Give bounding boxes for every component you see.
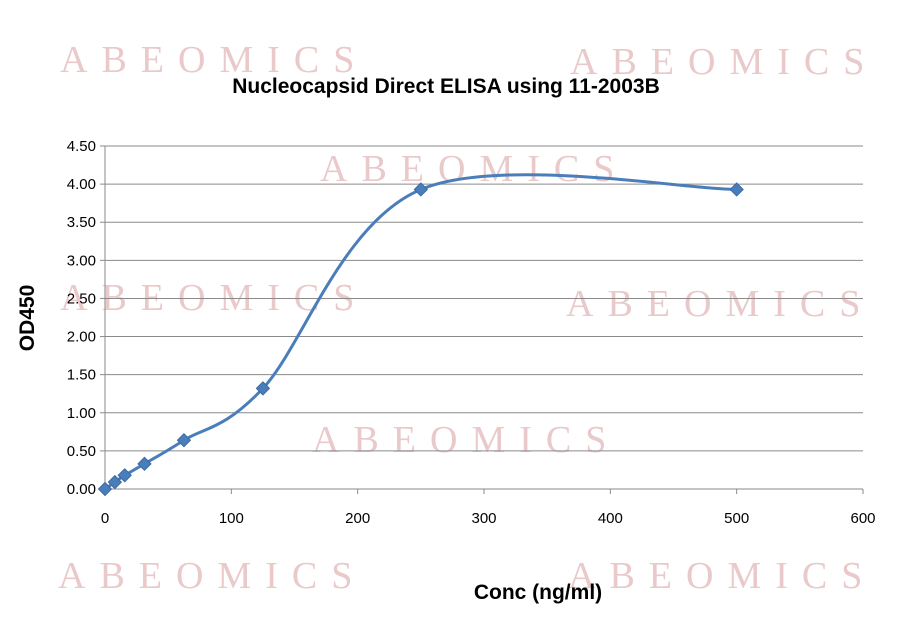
y-tick-label: 3.00 <box>67 252 96 269</box>
y-axis-title: OD450 <box>16 285 39 352</box>
watermark-text: ABEOMICS <box>60 39 368 81</box>
data-point <box>117 468 132 483</box>
y-tick-label: 0.50 <box>67 443 96 460</box>
y-tick-label: 1.00 <box>67 405 96 422</box>
data-point <box>137 456 152 472</box>
x-tick-label: 300 <box>471 510 496 527</box>
x-tick-label: 400 <box>598 510 623 527</box>
y-tick-labels: 0.00 0.50 1.00 1.50 2.00 2.50 3.00 3.50 4.00 4.50 <box>67 138 96 498</box>
x-tick-labels: 0 100 200 300 400 500 600 <box>101 510 876 527</box>
watermark-text: ABEOMICS <box>566 283 874 325</box>
watermark-text: ABEOMICS <box>320 148 628 190</box>
watermark-text: ABEOMICS <box>570 41 878 83</box>
data-point <box>176 433 192 448</box>
watermark-text: ABEOMICS <box>568 555 876 597</box>
y-tick-label: 4.50 <box>67 138 96 155</box>
data-point <box>413 182 429 197</box>
series-line <box>104 173 737 491</box>
y-tick-label: 3.50 <box>67 214 96 231</box>
y-tick-label: 1.50 <box>67 367 96 384</box>
x-tick-label: 100 <box>219 510 244 527</box>
x-tick-label: 0 <box>101 510 109 527</box>
y-tick-label: 2.00 <box>67 329 96 346</box>
watermark-layer: ABEOMICS ABEOMICS ABEOMICS ABEOMICS ABEOMICS… <box>58 39 878 597</box>
watermark-text: ABEOMICS <box>58 555 366 597</box>
data-point <box>107 474 123 490</box>
chart-title: Nucleocapsid Direct ELISA using 11-2003B <box>232 75 660 98</box>
y-tick-label: 2.50 <box>67 290 96 307</box>
x-tick-label: 600 <box>850 510 875 527</box>
y-tick-label: 0.00 <box>67 481 96 498</box>
data-point <box>729 182 744 197</box>
series-layer <box>97 173 744 497</box>
watermark-text: ABEOMICS <box>312 419 620 461</box>
data-point <box>97 481 113 497</box>
y-tick-label: 4.00 <box>67 176 96 193</box>
data-point <box>255 381 271 396</box>
x-tick-label: 200 <box>345 510 370 527</box>
x-axis-title: Conc (ng/ml) <box>474 581 602 604</box>
x-tick-label: 500 <box>724 510 749 527</box>
gridlines <box>100 145 863 490</box>
